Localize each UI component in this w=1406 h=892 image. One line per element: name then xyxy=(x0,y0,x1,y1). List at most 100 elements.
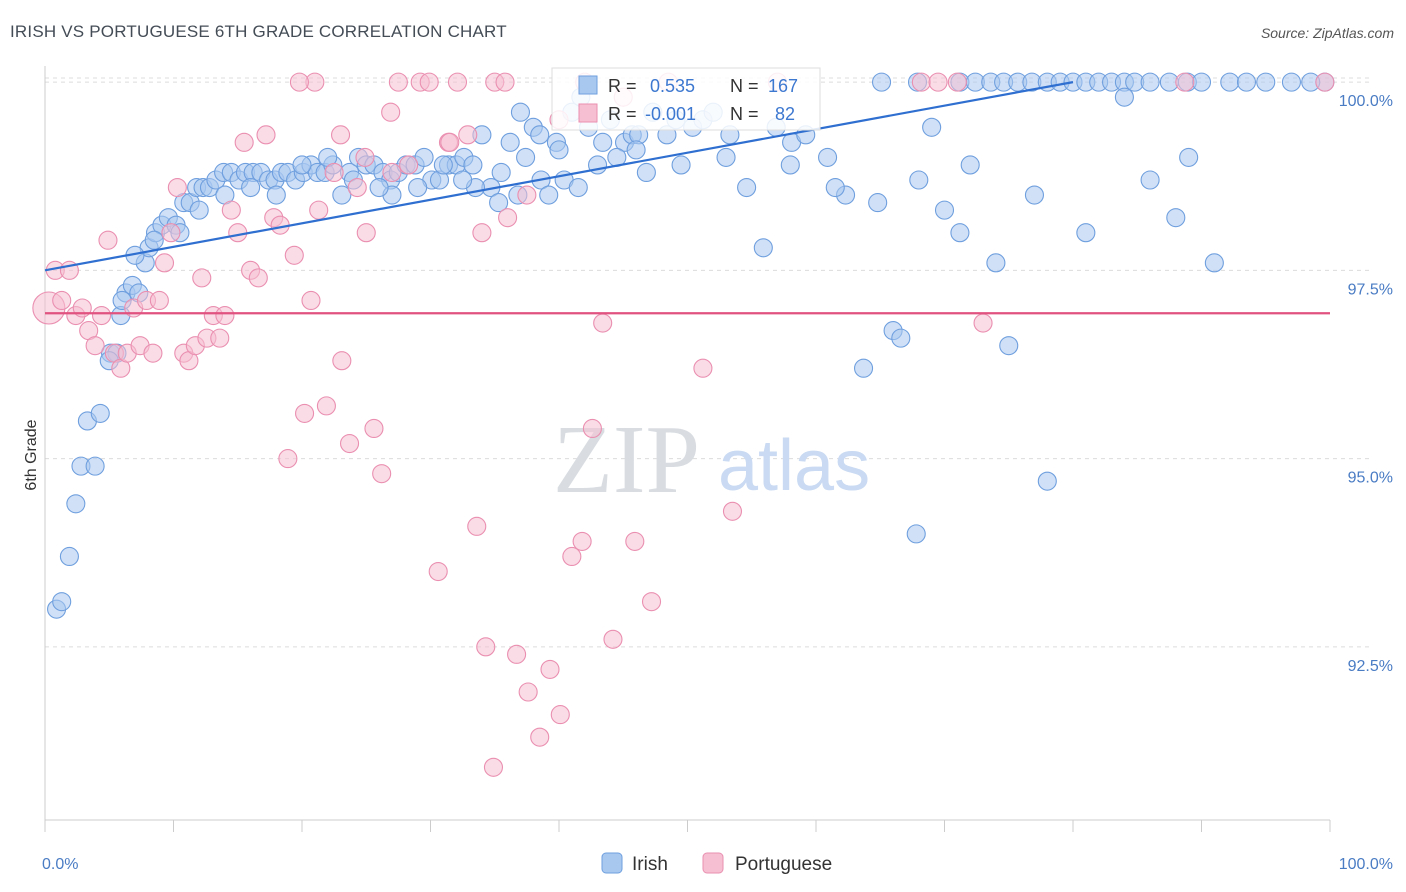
data-point xyxy=(339,433,360,454)
data-point xyxy=(909,170,929,190)
data-point xyxy=(332,351,352,371)
data-point xyxy=(562,546,582,567)
legend-r-value-portuguese: -0.001 xyxy=(645,104,696,124)
data-point xyxy=(289,72,309,92)
data-point xyxy=(973,313,993,333)
data-point xyxy=(1175,72,1195,92)
data-point xyxy=(228,223,248,243)
data-point xyxy=(143,343,163,363)
watermark-atlas: atlas xyxy=(718,426,870,506)
legend-swatch-portuguese xyxy=(578,103,598,123)
data-point xyxy=(934,200,955,220)
data-point xyxy=(922,117,942,137)
data-point xyxy=(85,456,105,476)
data-point xyxy=(572,531,592,551)
data-point xyxy=(364,418,384,439)
data-point xyxy=(215,305,235,326)
series-legend: Irish Portuguese xyxy=(601,852,832,875)
legend-r-value-irish: 0.535 xyxy=(650,76,695,96)
data-point xyxy=(636,162,656,183)
data-point xyxy=(248,268,268,288)
data-point xyxy=(491,162,511,183)
bottom-legend-label-irish[interactable]: Irish xyxy=(632,854,668,875)
bottom-legend-swatch-irish[interactable] xyxy=(601,852,623,874)
data-point xyxy=(419,72,439,92)
legend-n-label-irish: N = xyxy=(730,76,759,96)
data-point xyxy=(476,637,496,657)
data-point xyxy=(1204,253,1224,273)
data-point xyxy=(489,193,509,213)
legend-n-value-irish: 167 xyxy=(768,76,798,96)
data-point xyxy=(144,230,164,250)
data-point xyxy=(753,238,773,258)
legend-r-label-irish: R = xyxy=(608,76,637,96)
data-point xyxy=(458,125,478,145)
data-point xyxy=(463,155,483,175)
y-tick-label: 100.0% xyxy=(1339,93,1393,110)
data-point xyxy=(928,72,948,92)
bottom-legend-swatch-portuguese[interactable] xyxy=(702,852,724,874)
data-point xyxy=(1236,72,1257,92)
data-point xyxy=(550,705,570,725)
data-point xyxy=(292,155,312,175)
axes xyxy=(44,66,1331,832)
data-point xyxy=(722,501,743,521)
series-portuguese xyxy=(32,72,1335,777)
data-point xyxy=(498,208,518,228)
series-irish xyxy=(47,72,1335,619)
data-point xyxy=(453,170,473,190)
data-point xyxy=(161,223,181,243)
data-point xyxy=(1024,185,1044,205)
data-point xyxy=(221,200,241,220)
data-point xyxy=(549,140,569,160)
y-tick-label: 95.0% xyxy=(1348,470,1393,487)
y-tick-label: 92.5% xyxy=(1348,658,1393,675)
data-point xyxy=(85,336,105,356)
data-point xyxy=(472,223,492,243)
data-point xyxy=(1076,223,1096,243)
y-tick-label: 97.5% xyxy=(1348,281,1393,298)
data-point xyxy=(891,328,911,348)
data-point xyxy=(154,253,175,273)
data-point xyxy=(950,223,970,243)
data-point xyxy=(853,358,874,378)
data-point xyxy=(1256,72,1276,92)
data-point xyxy=(91,305,112,326)
data-point xyxy=(1114,87,1134,107)
data-point xyxy=(500,132,520,152)
data-point xyxy=(210,328,230,348)
data-point xyxy=(467,516,487,536)
data-point xyxy=(999,336,1019,356)
data-point xyxy=(278,449,298,469)
data-point xyxy=(301,290,321,311)
data-point xyxy=(241,177,261,198)
data-point xyxy=(447,72,468,92)
chart-title: IRISH VS PORTUGUESE 6TH GRADE CORRELATIO… xyxy=(10,22,507,41)
legend-n-value-portuguese: 82 xyxy=(775,104,795,124)
bottom-legend-label-portuguese[interactable]: Portuguese xyxy=(735,854,832,875)
data-point xyxy=(539,185,559,205)
data-point xyxy=(408,177,428,198)
watermark-zip: ZIP xyxy=(553,406,700,514)
data-point xyxy=(324,162,344,183)
data-point xyxy=(593,313,613,333)
data-point xyxy=(737,177,757,198)
data-point xyxy=(530,727,550,747)
data-point xyxy=(1179,147,1199,167)
trend-line-irish xyxy=(44,81,1074,272)
legend-r-label-portuguese: R = xyxy=(608,104,637,124)
data-point xyxy=(347,177,367,198)
data-point xyxy=(1315,72,1335,92)
y-tick-labels: 92.5% 95.0% 97.5% 100.0% xyxy=(1339,93,1393,675)
data-point xyxy=(382,162,402,183)
data-point xyxy=(295,403,315,423)
data-point xyxy=(98,230,118,250)
legend-n-label-portuguese: N = xyxy=(730,104,759,124)
data-point xyxy=(149,290,169,311)
data-point xyxy=(284,245,304,265)
data-point xyxy=(1220,72,1240,92)
x-tick-label: 0.0% xyxy=(42,856,78,873)
watermark: ZIP atlas xyxy=(553,406,870,514)
data-point xyxy=(1037,471,1057,491)
data-point xyxy=(593,132,613,152)
